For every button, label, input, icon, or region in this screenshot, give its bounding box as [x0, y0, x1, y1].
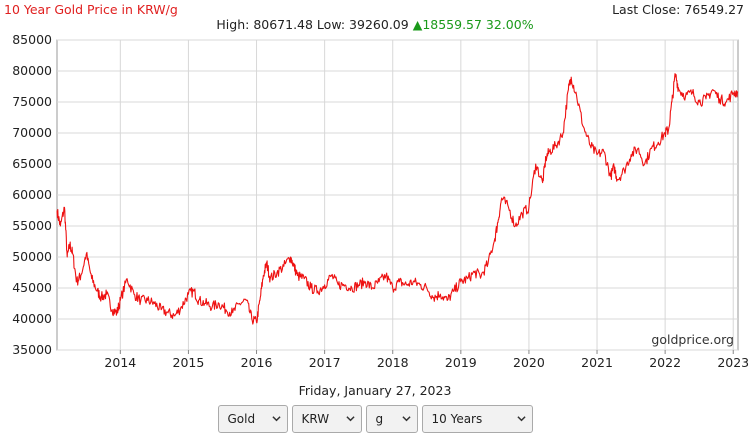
- axis-layer: 35000 40000 45000 50000 55000 60000 65000 70000…: [12, 32, 749, 370]
- period-select[interactable]: 10 Years: [421, 405, 533, 433]
- x-tick-label: 2022: [649, 355, 681, 370]
- y-tick-label: 70000: [12, 125, 52, 140]
- price-stats: High: 80671.48 Low: 39260.09 ▲18559.57 3…: [0, 17, 750, 32]
- y-tick-label: 75000: [12, 94, 52, 109]
- unit-select[interactable]: g: [365, 405, 418, 433]
- x-tick-label: 2021: [581, 355, 613, 370]
- y-tick-label: 35000: [12, 342, 52, 357]
- high-low-text: High: 80671.48 Low: 39260.09: [216, 17, 409, 32]
- chevron-down-icon: [516, 416, 526, 422]
- y-tick-label: 85000: [12, 32, 52, 47]
- watermark: goldprice.org: [651, 332, 734, 347]
- x-tick-label: 2019: [445, 355, 477, 370]
- x-tick-label: 2023: [717, 355, 749, 370]
- metal-select-value: Gold: [227, 412, 256, 426]
- change-up-icon: ▲: [412, 17, 423, 32]
- metal-select[interactable]: Gold: [217, 405, 288, 433]
- y-tick-label: 80000: [12, 63, 52, 78]
- period-select-value: 10 Years: [431, 412, 483, 426]
- y-tick-label: 50000: [12, 249, 52, 264]
- grid-layer: [56, 39, 739, 351]
- chart-controls: Gold KRW g 10 Years: [0, 405, 750, 435]
- x-tick-label: 2020: [513, 355, 545, 370]
- y-tick-label: 60000: [12, 187, 52, 202]
- unit-select-value: g: [375, 412, 384, 426]
- price-chart: 35000 40000 45000 50000 55000 60000 65000 70000…: [12, 32, 749, 370]
- y-tick-label: 45000: [12, 280, 52, 295]
- y-tick-label: 65000: [12, 156, 52, 171]
- chart-title: 10 Year Gold Price in KRW/g: [4, 2, 178, 17]
- y-tick-label: 40000: [12, 311, 52, 326]
- last-close: Last Close: 76549.27: [612, 2, 744, 17]
- change-text: 18559.57 32.00%: [422, 17, 534, 32]
- chevron-down-icon: [271, 416, 281, 422]
- x-tick-label: 2017: [309, 355, 341, 370]
- selected-date: Friday, January 27, 2023: [298, 383, 452, 398]
- currency-select-value: KRW: [301, 412, 330, 426]
- chevron-down-icon: [401, 416, 411, 422]
- currency-select[interactable]: KRW: [291, 405, 362, 433]
- chevron-down-icon: [345, 416, 355, 422]
- x-tick-label: 2016: [241, 355, 273, 370]
- line-layer: [56, 73, 739, 325]
- gold-price-line: [56, 73, 739, 325]
- y-tick-label: 55000: [12, 218, 52, 233]
- x-tick-label: 2018: [377, 355, 409, 370]
- x-tick-label: 2015: [173, 355, 205, 370]
- x-tick-label: 2014: [104, 355, 136, 370]
